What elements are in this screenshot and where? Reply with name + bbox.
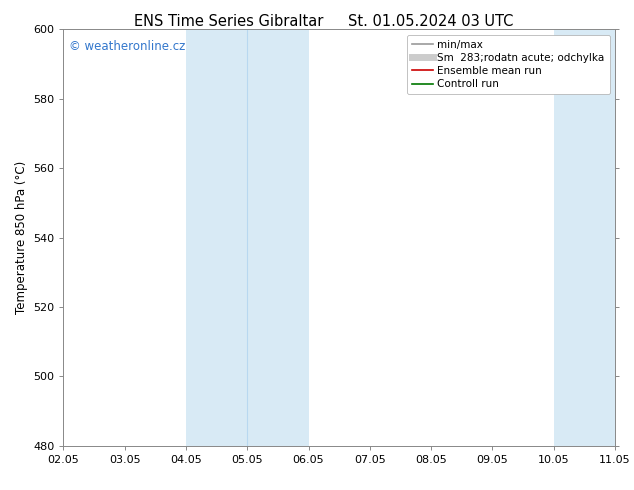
Y-axis label: Temperature 850 hPa (°C): Temperature 850 hPa (°C) [15, 161, 27, 314]
Bar [186, 29, 247, 446]
Bar [553, 29, 615, 446]
Text: ENS Time Series Gibraltar: ENS Time Series Gibraltar [134, 14, 323, 29]
Bar [247, 29, 309, 446]
Legend: min/max, Sm  283;rodatn acute; odchylka, Ensemble mean run, Controll run: min/max, Sm 283;rodatn acute; odchylka, … [407, 35, 610, 95]
Text: St. 01.05.2024 03 UTC: St. 01.05.2024 03 UTC [349, 14, 514, 29]
Text: © weatheronline.cz: © weatheronline.cz [69, 40, 185, 53]
